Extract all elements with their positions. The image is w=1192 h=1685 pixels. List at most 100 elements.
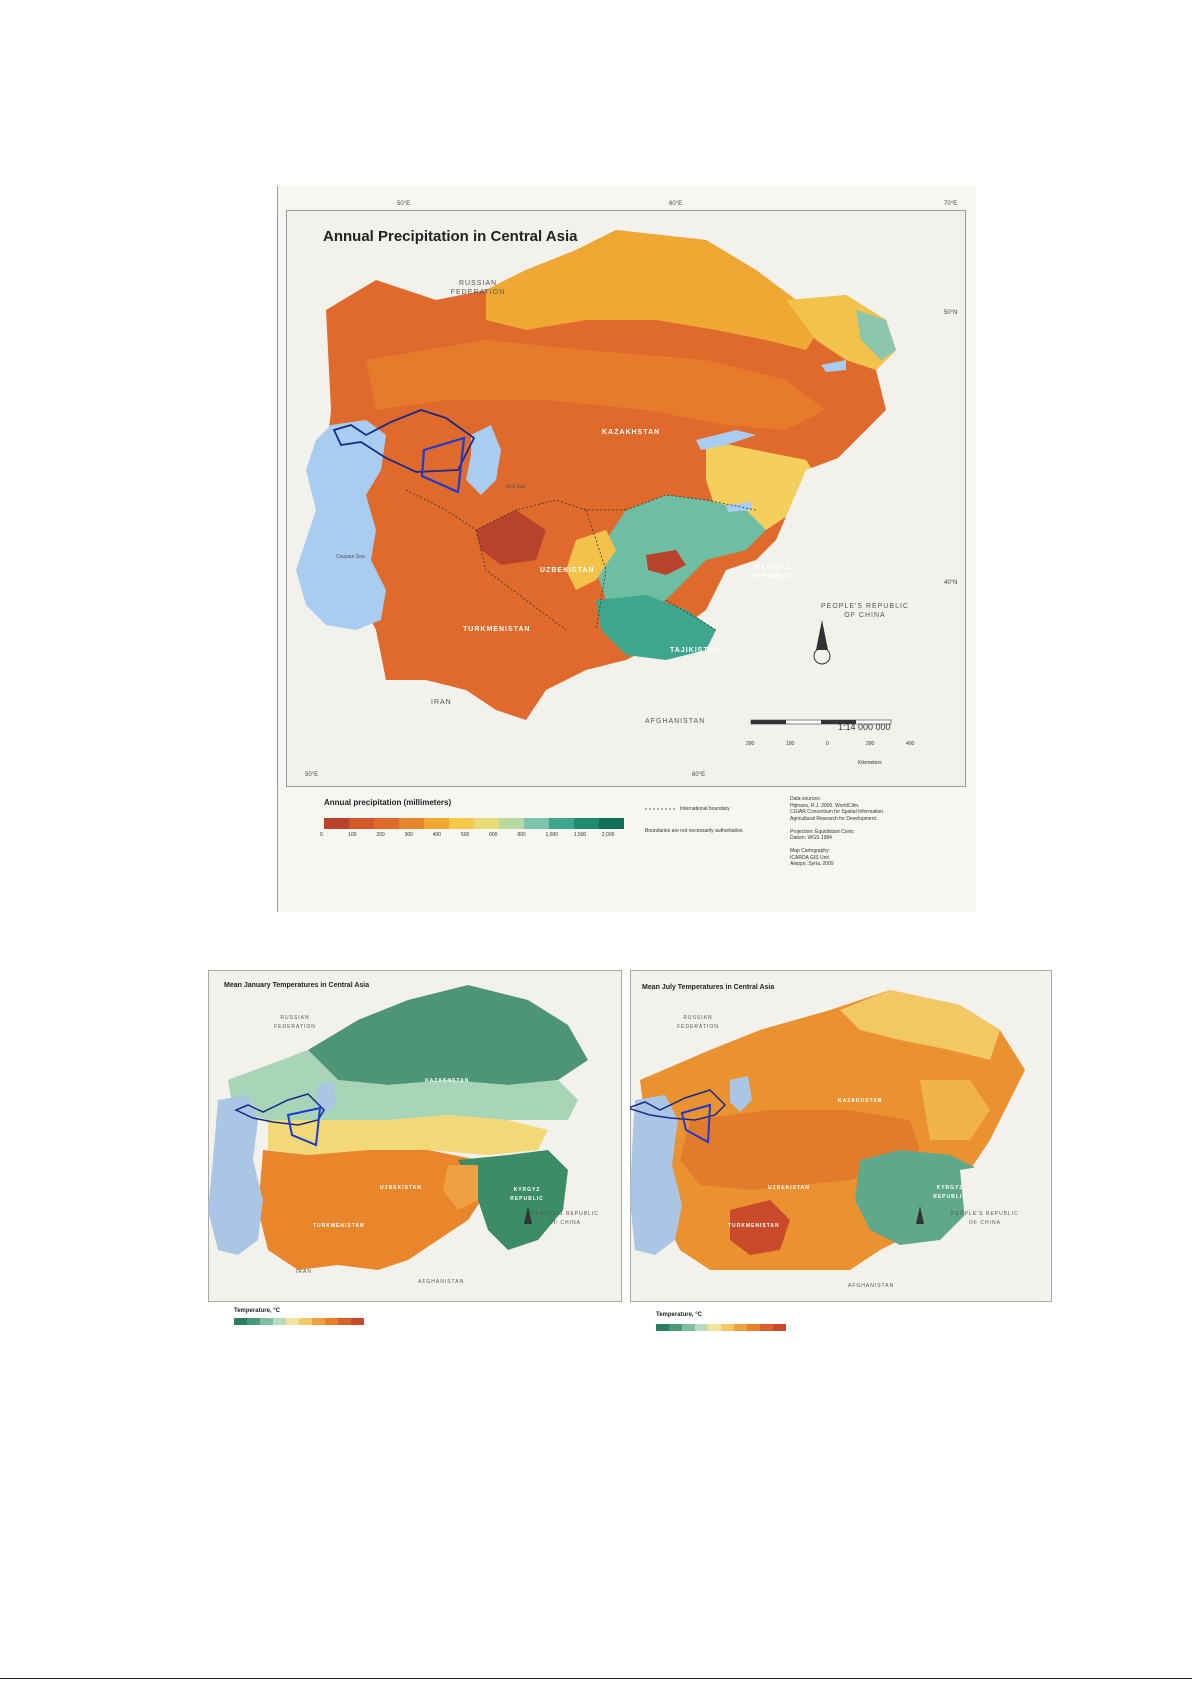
coord-top-3: 70°E [944,201,958,207]
jul-caspian [630,1095,682,1255]
label-kazakhstan: KAZAKHSTAN [602,429,661,436]
jan-north-arrow-icon [524,1206,532,1224]
legend-tick: 400 [432,832,442,838]
pamir-green [596,595,716,660]
jul-legend-swatch [721,1324,734,1331]
precip-legend-swatch [374,818,399,829]
label-caspian: Caspian Sea [336,554,365,560]
coord-right-2: 40°N [944,580,958,586]
jul-label-uzbekistan: UZBEKISTAN [768,1185,810,1191]
page-bottom-rule [0,1678,1192,1679]
caspian-sea [296,420,386,630]
jan-legend-swatch [247,1318,260,1325]
precip-legend-swatch [549,818,574,829]
precip-legend-swatch [449,818,474,829]
precip-legend-swatch [324,818,349,829]
legend-tick: 1,500 [573,832,587,838]
precip-legend-swatches [324,818,624,829]
july-map-title: Mean July Temperatures in Central Asia [642,984,775,991]
main-sources: Data sources: Hijmans, R.J. 2005. WorldC… [790,796,885,867]
jan-label-kyrgyz: KYRGYZ REPUBLIC [510,1187,544,1202]
jan-label-russia: RUSSIAN FEDERATION [274,1015,316,1030]
july-map-svg [630,990,1040,1270]
coord-top-1: 50°E [397,201,411,207]
jan-label-kazakhstan: KAZAKHSTAN [425,1078,470,1084]
jul-mountains-green [855,1150,980,1245]
precip-legend-swatch [474,818,499,829]
scale-bar [750,719,892,725]
precip-legend-swatch [574,818,599,829]
jul-study-subregion [680,1103,712,1144]
jul-label-kyrgyz: KYRGYZ REPUBLIC [933,1185,967,1200]
jul-china-block [960,1160,1040,1250]
north-arrow-icon [813,620,831,665]
jul-aral [730,1076,752,1112]
legend-tick: 600 [489,832,498,838]
precip-legend-ticks: 0 100 200 300 400 500 600 800 1,000 1,50… [320,832,630,838]
label-turkmenistan: TURKMENISTAN [463,626,531,633]
label-china: PEOPLE'S REPUBLIC OF CHINA [821,603,909,619]
precipitation-map-svg [296,230,946,725]
jul-label-china: PEOPLE'S REPUBLIC OF CHINA [951,1211,1019,1226]
china-block [776,440,946,590]
north-band [486,230,826,350]
lake-zaysan [821,360,846,372]
jul-legend-swatch [682,1324,695,1331]
label-tajikistan: TAJIKISTAN [670,647,721,654]
legend-tick: 200 [376,832,385,838]
jul-label-russia: RUSSIAN FEDERATION [677,1015,719,1030]
legend-tick: 300 [404,832,413,838]
jul-legend-swatch [760,1324,773,1331]
jan-legend-swatch [338,1318,351,1325]
jan-mountains-green [458,1150,568,1250]
precip-legend-swatch [399,818,424,829]
legend-tick: 500 [460,832,470,838]
jul-label-turkmenistan: TURKMENISTAN [728,1223,780,1229]
jan-orange-mid [443,1165,478,1210]
coord-right-1: 50°N [944,310,958,316]
label-russia: RUSSIAN FEDERATION [450,280,506,296]
jul-legend-swatch [695,1324,708,1331]
legend-tick: 800 [517,832,526,838]
label-aral: Aral Sea [506,484,526,490]
jan-label-uzbekistan: UZBEKISTAN [380,1185,422,1191]
jul-turkmen-red [730,1200,790,1255]
jan-caspian [208,1095,263,1255]
scale-unit: Kilometers [858,760,882,766]
altai-highlands [856,310,896,360]
tien-shan-green [596,495,766,610]
jul-legend-swatch [708,1324,721,1331]
jan-label-turkmenistan: TURKMENISTAN [313,1223,365,1229]
jul-legend-title: Temperature, °C [656,1312,702,1318]
kyrgyz-dark [646,550,686,575]
jul-legend-swatches [656,1324,786,1331]
jul-study-outline [630,1089,727,1121]
scale-text: 1:14 000 000 [838,722,891,732]
precip-legend-swatch [524,818,549,829]
jan-legend-swatch [351,1318,364,1325]
legend-tick: 2,000 [601,832,615,838]
jan-legend-swatch [312,1318,325,1325]
jul-label-kazakhstan: KAZAKHSTAN [838,1098,883,1104]
jan-legend-swatches [234,1318,364,1325]
boundary-lines [405,489,757,631]
scale-tick: 200 [746,741,755,747]
jan-legend-swatch [260,1318,273,1325]
jul-legend-swatch [773,1324,786,1331]
legend-tick: 100 [348,832,357,838]
jan-north-dark [308,985,588,1085]
jul-north-arrow-icon [916,1206,924,1224]
label-uzbekistan: UZBEKISTAN [540,567,595,574]
january-map-svg [208,985,588,1270]
label-kyrgyz: KYRGYZ REPUBLIC [750,564,795,580]
jan-label-china: PEOPLE'S REPUBLIC OF CHINA [531,1211,599,1226]
precip-legend-title: Annual precipitation (millimeters) [324,798,452,807]
jan-yellow-band [268,1115,548,1155]
jan-orange-south [258,1150,488,1270]
scale-ticks: 200 100 0 200 400 [746,741,946,747]
label-iran: IRAN [431,699,452,706]
precip-legend-swatch [349,818,374,829]
precip-legend-swatch [499,818,524,829]
scale-tick: 400 [906,741,915,747]
aral-sea [466,425,501,495]
